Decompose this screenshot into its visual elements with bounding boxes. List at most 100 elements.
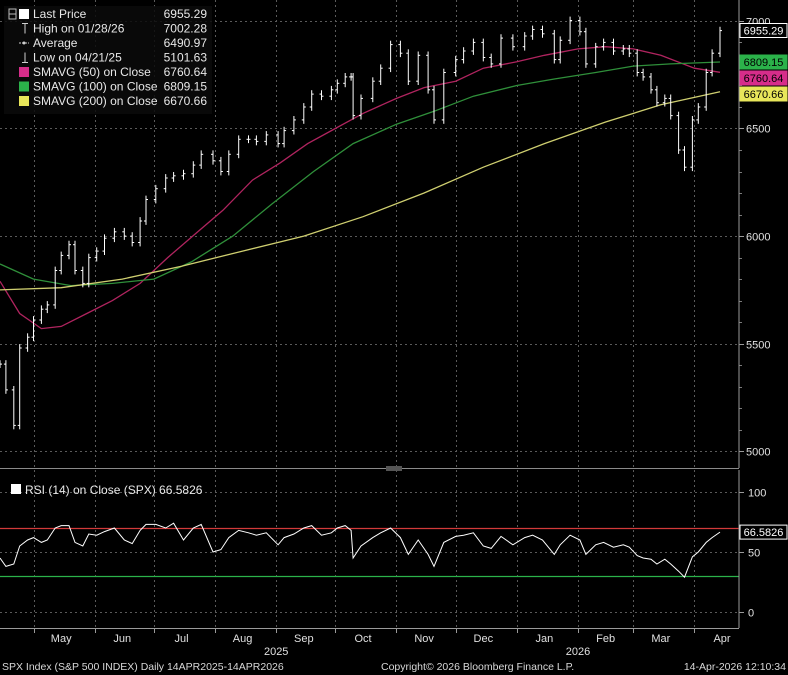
price-bar bbox=[530, 25, 535, 40]
rsi-legend-label: RSI (14) on Close (SPX) 66.5826 bbox=[25, 483, 203, 497]
price-bar bbox=[432, 85, 436, 124]
price-bar bbox=[718, 26, 722, 58]
price-bar bbox=[577, 16, 582, 36]
price-bar bbox=[218, 156, 223, 176]
legend-value: 6955.29 bbox=[164, 7, 208, 21]
price-bar bbox=[163, 174, 168, 193]
legend-row: Average 6490.97 bbox=[19, 36, 207, 50]
month-label: Oct bbox=[354, 633, 371, 645]
legend-background bbox=[4, 6, 212, 114]
price-tag-label: 6955.29 bbox=[744, 26, 784, 38]
month-label: Dec bbox=[474, 633, 494, 645]
price-bar bbox=[370, 77, 375, 103]
price-bar bbox=[416, 51, 421, 85]
price-tag: 6809.15 bbox=[739, 54, 788, 70]
rsi-panel: 0 50 100 66.5826 RSI (14) on Close (SPX) 6… bbox=[0, 470, 788, 628]
price-tag: 6670.66 bbox=[739, 86, 788, 102]
price-tag-label: 6760.64 bbox=[744, 73, 784, 85]
month-label: Jun bbox=[113, 633, 131, 645]
legend-label: SMAVG (100) on Close bbox=[33, 80, 158, 94]
legend-label: Last Price bbox=[33, 7, 87, 21]
price-bar bbox=[621, 45, 626, 55]
legend-label: High on 01/28/26 bbox=[33, 22, 125, 36]
month-label: Mar bbox=[651, 633, 670, 645]
collapse-icon bbox=[8, 8, 17, 20]
price-bar bbox=[329, 85, 334, 101]
price-bar bbox=[601, 38, 606, 51]
price-bar bbox=[181, 169, 186, 180]
price-bar bbox=[153, 184, 158, 204]
legend-value: 6809.15 bbox=[164, 80, 208, 94]
price-bar bbox=[593, 42, 598, 68]
y-tick-label: 6500 bbox=[746, 124, 770, 136]
price-bar bbox=[130, 232, 135, 247]
moving-average-line bbox=[0, 46, 721, 330]
legend-label: Average bbox=[33, 36, 78, 50]
rsi-line bbox=[0, 522, 721, 579]
price-bar bbox=[112, 227, 117, 243]
price-tag-box bbox=[739, 86, 788, 102]
price-bar bbox=[254, 135, 259, 146]
price-bar bbox=[199, 150, 204, 169]
footer-copyright: Copyright© 2026 Bloomberg Finance L.P. bbox=[381, 661, 574, 673]
low-icon bbox=[22, 52, 28, 63]
y-tick-label: 100 bbox=[748, 488, 766, 500]
price-bar bbox=[86, 253, 91, 288]
legend-value: 6760.64 bbox=[164, 65, 208, 79]
price-bar bbox=[291, 116, 296, 135]
price-bar bbox=[611, 38, 616, 55]
price-bar bbox=[335, 79, 340, 94]
price-bar bbox=[282, 126, 287, 148]
y-tick-label: 6000 bbox=[746, 232, 770, 244]
price-tag: 6955.29 bbox=[739, 23, 788, 38]
price-bar bbox=[522, 32, 527, 51]
legend-swatch bbox=[19, 67, 29, 77]
high-icon bbox=[22, 23, 28, 34]
price-bar bbox=[471, 38, 476, 55]
price-bar bbox=[309, 90, 314, 111]
price-bar bbox=[276, 131, 281, 148]
price-bar bbox=[3, 360, 8, 394]
rsi-legend-swatch bbox=[11, 484, 21, 494]
price-tag: 6760.64 bbox=[739, 70, 788, 86]
month-label: Nov bbox=[414, 633, 434, 645]
price-bar bbox=[319, 90, 324, 101]
price-bar bbox=[378, 64, 383, 85]
legend-row: High on 01/28/26 7002.28 bbox=[22, 22, 207, 36]
moving-average-line bbox=[0, 91, 721, 291]
price-bar bbox=[31, 316, 36, 342]
legend-value: 6670.66 bbox=[164, 94, 208, 108]
legend-label: SMAVG (200) on Close bbox=[33, 94, 158, 108]
main-legend: Last Price 6955.29 High on 01/28/26 7002.28… bbox=[4, 6, 212, 114]
month-label: Jan bbox=[536, 633, 554, 645]
price-bar bbox=[236, 135, 241, 159]
price-bars bbox=[0, 16, 722, 430]
price-bar bbox=[211, 150, 215, 165]
price-bar bbox=[635, 49, 640, 77]
price-bar bbox=[510, 34, 515, 51]
y-tick-label: 5500 bbox=[746, 340, 770, 352]
price-bar bbox=[489, 53, 494, 68]
price-bar bbox=[654, 85, 659, 107]
price-bar bbox=[45, 301, 50, 314]
price-bar bbox=[264, 131, 269, 146]
price-bar bbox=[191, 161, 196, 178]
month-label: Aug bbox=[233, 633, 253, 645]
legend-swatch bbox=[19, 9, 29, 19]
price-bar bbox=[59, 251, 64, 275]
price-bar bbox=[649, 73, 653, 94]
price-bar bbox=[301, 103, 306, 124]
price-bar bbox=[171, 172, 176, 182]
price-bar bbox=[690, 116, 695, 172]
price-bar bbox=[351, 73, 356, 120]
price-bar bbox=[122, 227, 127, 240]
divider-handle[interactable] bbox=[386, 466, 402, 471]
panel-divider[interactable] bbox=[0, 466, 739, 471]
year-label: 2026 bbox=[566, 646, 590, 658]
moving-average-line bbox=[0, 61, 721, 287]
price-bar bbox=[94, 247, 99, 262]
rsi-tag-label: 66.5826 bbox=[744, 527, 784, 539]
price-tag-label: 6809.15 bbox=[744, 57, 784, 69]
